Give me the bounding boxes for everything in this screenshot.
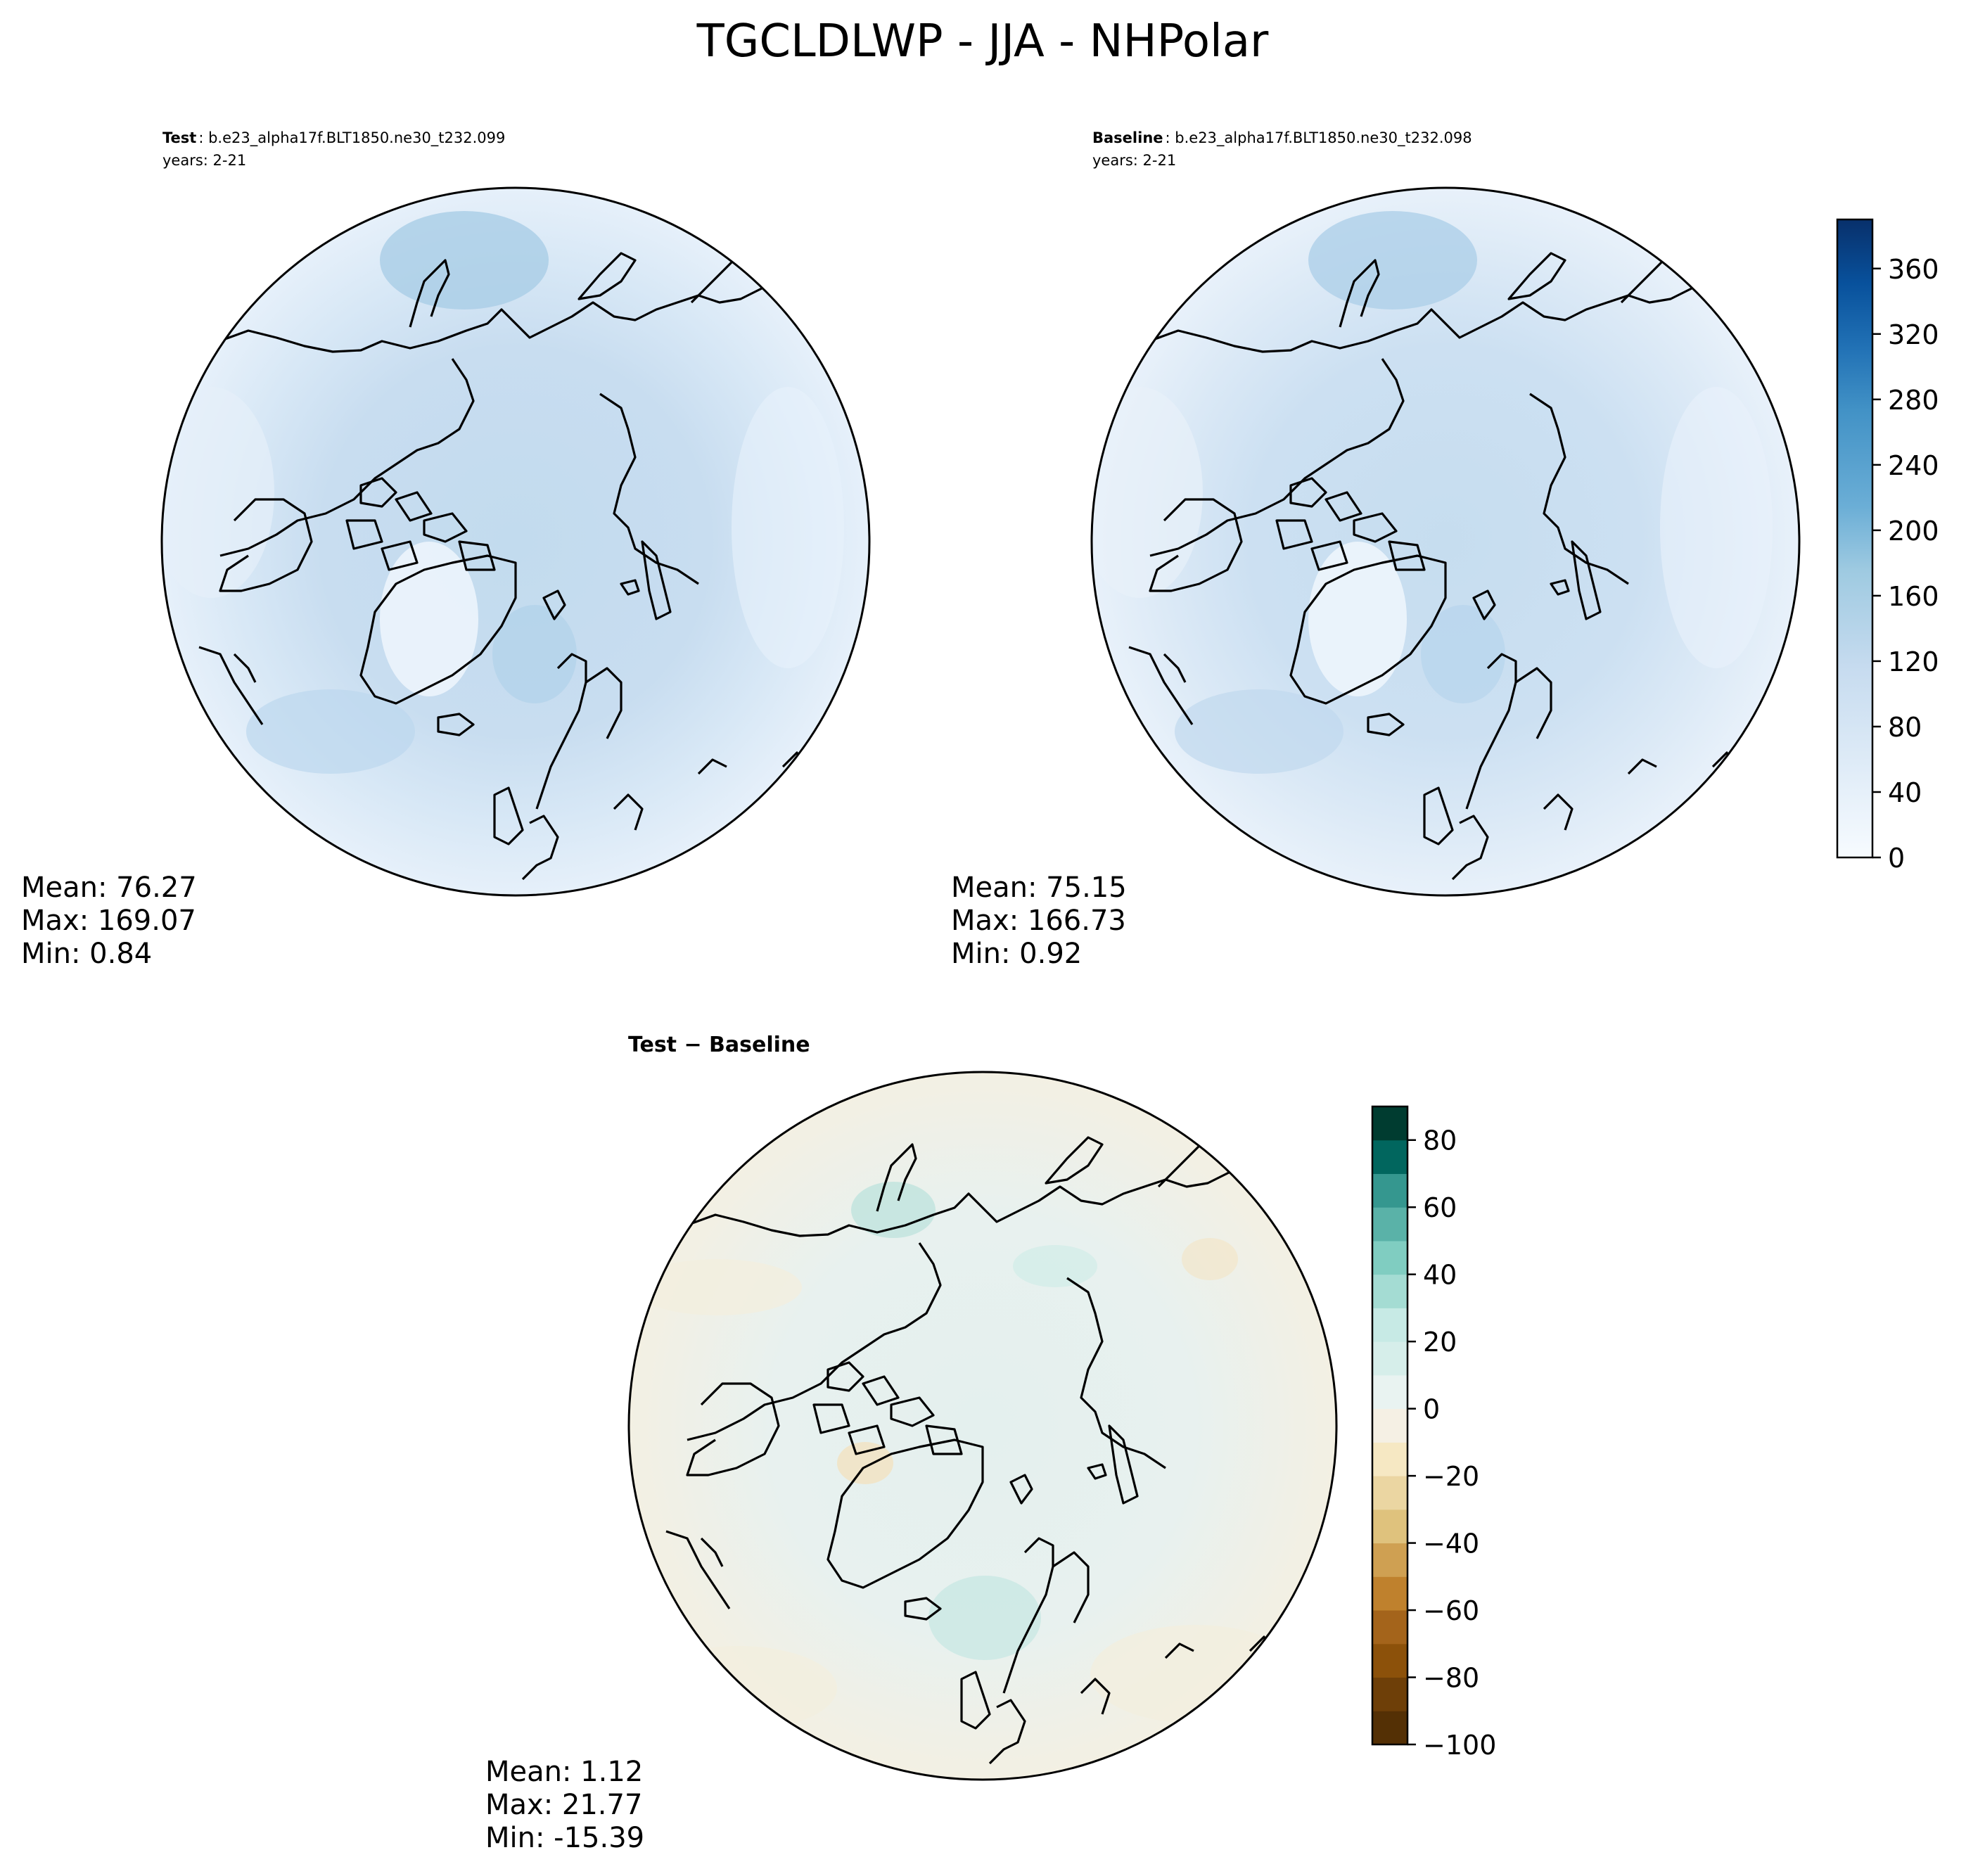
panel-test-years: years: 2-21 xyxy=(162,152,246,169)
colorbar-diff-tick-label: 40 xyxy=(1423,1260,1457,1291)
colorbar-diff-band xyxy=(1372,1341,1408,1376)
colorbar-diff-tick-label: 60 xyxy=(1423,1192,1457,1223)
colorbar-abs-tick-label: 40 xyxy=(1888,777,1922,808)
colorbar-diff-band xyxy=(1372,1442,1408,1476)
colorbar-diff-tick-label: −20 xyxy=(1423,1461,1479,1492)
panel-test-label: Test: b.e23_alpha17f.BLT1850.ne30_t232.0… xyxy=(162,129,505,147)
panel-baseline-case: : b.e23_alpha17f.BLT1850.ne30_t232.098 xyxy=(1166,129,1472,147)
colorbar-diff-band xyxy=(1372,1476,1408,1510)
baseline-mean: Mean: 75.15 xyxy=(951,872,1127,904)
colorbar-diff-band xyxy=(1372,1106,1408,1141)
panel-baseline-years: years: 2-21 xyxy=(1092,152,1176,169)
panel-baseline-label: Baseline: b.e23_alpha17f.BLT1850.ne30_t2… xyxy=(1092,129,1472,147)
colorbar-diff-tick-label: 0 xyxy=(1423,1394,1440,1425)
diff-max: Max: 21.77 xyxy=(485,1789,642,1821)
colorbar-abs-tick-label: 240 xyxy=(1888,450,1939,481)
panel-diff: Test − Baseline Mean: 1.12 Max: 21.77 Mi… xyxy=(485,1033,1338,1854)
colorbar-diff-band xyxy=(1372,1408,1408,1443)
test-max: Max: 169.07 xyxy=(21,905,196,937)
baseline-map-border xyxy=(1090,186,1801,897)
baseline-max: Max: 166.73 xyxy=(951,905,1126,937)
colorbar-abs-tick-label: 120 xyxy=(1888,646,1939,677)
colorbar-abs: 0 40 80 120 160 200 240 280 320 360 xyxy=(1836,218,1939,874)
baseline-map xyxy=(1092,188,1799,895)
colorbar-abs-bar xyxy=(1836,218,1874,859)
colorbar-diff-tick-label: −100 xyxy=(1423,1730,1496,1761)
colorbar-abs-tick-label: 320 xyxy=(1888,319,1939,350)
panel-test: Test: b.e23_alpha17f.BLT1850.ne30_t232.0… xyxy=(21,129,871,970)
colorbar-abs-tick-label: 80 xyxy=(1888,712,1922,743)
diff-map-border xyxy=(627,1071,1338,1781)
colorbar-diff-band xyxy=(1372,1711,1408,1745)
colorbar-abs-tick-label: 200 xyxy=(1888,516,1939,547)
panel-test-case: : b.e23_alpha17f.BLT1850.ne30_t232.099 xyxy=(198,129,505,147)
colorbar-diff-tick-label: 20 xyxy=(1423,1327,1457,1358)
colorbar-diff-band xyxy=(1372,1240,1408,1275)
colorbar-diff-band xyxy=(1372,1140,1408,1174)
colorbar-diff-band xyxy=(1372,1308,1408,1342)
colorbar-abs-tick-label: 360 xyxy=(1888,254,1939,285)
panel-baseline: Baseline: b.e23_alpha17f.BLT1850.ne30_t2… xyxy=(951,129,1801,970)
colorbar-abs-tick-label: 160 xyxy=(1888,581,1939,612)
colorbar-diff-band xyxy=(1372,1274,1408,1308)
panel-baseline-name: Baseline xyxy=(1092,129,1163,146)
colorbar-abs-tick-label: 0 xyxy=(1888,843,1905,874)
colorbar-diff-bar xyxy=(1371,1105,1409,1746)
panel-diff-label: Test − Baseline xyxy=(628,1033,810,1057)
colorbar-diff-band xyxy=(1372,1509,1408,1544)
colorbar-diff-band xyxy=(1372,1207,1408,1242)
baseline-min: Min: 0.92 xyxy=(951,938,1082,970)
diff-map xyxy=(629,1072,1336,1780)
colorbar-diff-band xyxy=(1372,1173,1408,1208)
colorbar-diff-band xyxy=(1372,1543,1408,1577)
test-map xyxy=(162,188,869,895)
colorbar-diff: 80 60 40 20 0 −20 −40 −60 −80 −100 xyxy=(1371,1105,1496,1761)
colorbar-diff-tick-label: 80 xyxy=(1423,1125,1457,1156)
colorbar-diff-band xyxy=(1372,1677,1408,1711)
diff-map-field xyxy=(629,1072,1336,1780)
diff-mean: Mean: 1.12 xyxy=(485,1756,643,1788)
panel-test-name: Test xyxy=(162,129,196,146)
figure-title: TGCLDLWP - JJA - NHPolar xyxy=(696,15,1269,68)
colorbar-diff-band xyxy=(1372,1374,1408,1410)
colorbar-diff-band xyxy=(1372,1576,1408,1611)
colorbar-diff-tick-label: −60 xyxy=(1423,1595,1479,1626)
colorbar-diff-tick-label: −40 xyxy=(1423,1529,1479,1559)
test-min: Min: 0.84 xyxy=(21,938,152,970)
diff-min: Min: -15.39 xyxy=(485,1822,644,1854)
colorbar-diff-band xyxy=(1372,1610,1408,1645)
test-map-border xyxy=(160,186,871,897)
colorbar-diff-band xyxy=(1372,1643,1408,1678)
test-mean: Mean: 76.27 xyxy=(21,872,197,904)
colorbar-diff-tick-label: −80 xyxy=(1423,1663,1479,1694)
colorbar-abs-tick-label: 280 xyxy=(1888,385,1939,416)
